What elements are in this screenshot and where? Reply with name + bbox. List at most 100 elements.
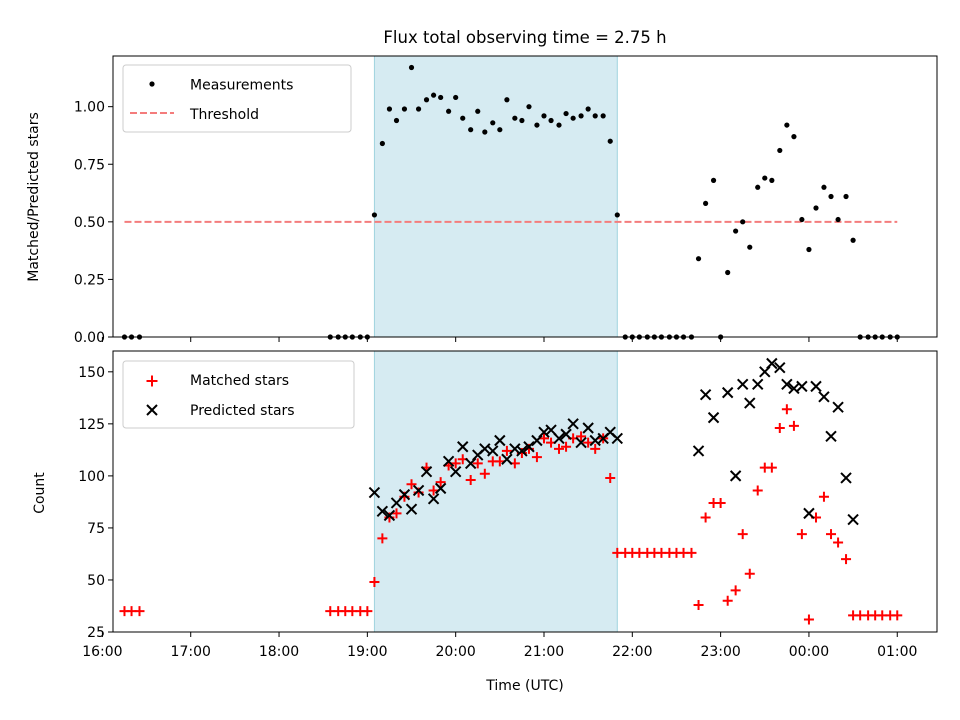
predicted-star-point	[788, 382, 800, 395]
bottom-y-axis-label: Count	[32, 472, 48, 514]
matched-star-point	[781, 404, 792, 415]
measurement-point	[438, 94, 444, 101]
measurement-point	[475, 108, 481, 114]
measurement-point	[762, 175, 768, 181]
matched-star-point	[803, 614, 814, 625]
predicted-star-point	[538, 426, 550, 438]
legend-measurements-marker	[149, 81, 155, 87]
measurement-point	[799, 216, 805, 223]
predicted-star-point	[766, 357, 778, 370]
measurement-point	[541, 113, 547, 119]
measurement-point	[843, 193, 849, 200]
predicted-star-point	[810, 380, 822, 393]
matched-star-point	[833, 537, 844, 548]
measurement-point	[430, 92, 437, 98]
measurement-point	[497, 127, 503, 133]
x-tick-label: 21:00	[524, 644, 564, 660]
matched-star-point	[722, 595, 733, 606]
measurement-point	[468, 127, 474, 133]
measurement-point	[695, 256, 702, 262]
predicted-star-point	[427, 493, 440, 505]
predicted-star-point	[575, 436, 587, 449]
measurement-point	[607, 138, 613, 144]
measurement-point	[526, 104, 532, 110]
matched-star-point	[841, 554, 852, 565]
bottom-y-tick-label: 25	[87, 625, 105, 641]
measurement-point	[519, 117, 525, 124]
measurement-point	[592, 113, 598, 119]
predicted-star-point	[449, 466, 462, 478]
measurement-point	[408, 64, 415, 71]
measurement-point	[415, 106, 422, 112]
measurement-point	[534, 122, 540, 128]
x-axis-label: Time (UTC)	[485, 678, 563, 694]
top-y-tick-label: 0.75	[74, 157, 105, 173]
measurement-point	[423, 97, 430, 103]
bottom-legend: Matched stars Predicted stars	[122, 360, 355, 429]
measurement-point	[703, 200, 709, 207]
measurement-point	[835, 216, 841, 223]
predicted-star-point	[847, 513, 859, 526]
bottom-y-ticks: 25 50 75 100 125 150	[78, 365, 113, 641]
predicted-star-point	[516, 445, 528, 457]
matched-star-point	[377, 533, 388, 544]
matched-star-point	[450, 458, 461, 469]
measurement-point	[585, 106, 591, 112]
predicted-star-point	[560, 428, 572, 440]
x-tick-label: 01:00	[877, 644, 917, 660]
predicted-star-point	[376, 505, 389, 517]
predicted-star-point	[412, 484, 425, 497]
predicted-star-point	[494, 434, 506, 447]
predicted-star-point	[774, 361, 786, 374]
x-tick-label: 22:00	[612, 644, 652, 660]
predicted-star-point	[692, 445, 705, 457]
matched-star-point	[465, 475, 476, 486]
measurement-point	[482, 129, 488, 135]
bottom-y-tick-label: 75	[87, 521, 105, 537]
predicted-star-point	[699, 389, 712, 401]
measurement-point	[371, 212, 378, 218]
predicted-star-point	[796, 380, 808, 393]
matched-star-point	[134, 606, 145, 617]
predicted-star-point	[383, 509, 396, 522]
top-y-tick-label: 1.00	[74, 100, 105, 116]
measurement-point	[504, 97, 510, 103]
measurement-point	[813, 205, 819, 211]
matched-star-point	[788, 420, 799, 431]
top-y-tick-label: 0.50	[74, 215, 105, 231]
predicted-star-point	[707, 411, 720, 424]
measurement-point	[460, 115, 466, 121]
measurement-point	[386, 106, 393, 112]
matched-star-point	[796, 529, 807, 540]
matched-star-point	[752, 485, 763, 496]
predicted-star-point	[611, 432, 623, 445]
matched-star-point	[561, 441, 572, 452]
top-axes-frame	[112, 55, 938, 338]
predicted-star-point	[479, 443, 491, 455]
measurement-point	[828, 193, 834, 200]
matched-star-point	[406, 479, 417, 490]
matched-star-point	[538, 433, 549, 444]
matched-star-point	[494, 456, 505, 467]
top-legend: Measurements Threshold	[122, 64, 352, 133]
matched-star-point	[715, 497, 726, 508]
matched-star-point	[826, 529, 837, 540]
bottom-x-ticks: 16:00 17:00 18:00 19:00 20:00 21:00 22:00 23:00…	[82, 632, 917, 660]
measurement-point	[453, 94, 459, 101]
measurement-point	[379, 140, 385, 147]
bottom-observing-span	[373, 350, 618, 633]
matched-star-point	[818, 491, 829, 502]
top-y-axis-label: Matched/Predicted stars	[26, 112, 42, 282]
predicted-star-point	[567, 418, 579, 430]
top-y-ticks: 0.00 0.25 0.50 0.75 1.00	[74, 100, 113, 346]
matched-star-point	[362, 606, 373, 617]
matched-star-point	[605, 472, 616, 483]
x-tick-label: 17:00	[171, 644, 211, 660]
measurement-point	[710, 177, 717, 183]
bottom-y-tick-label: 150	[78, 365, 105, 381]
measurement-point	[733, 228, 739, 234]
matched-star-point	[700, 512, 711, 523]
chart-title: Flux total observing time = 2.75 h	[383, 28, 666, 47]
matched-star-point	[479, 468, 490, 479]
